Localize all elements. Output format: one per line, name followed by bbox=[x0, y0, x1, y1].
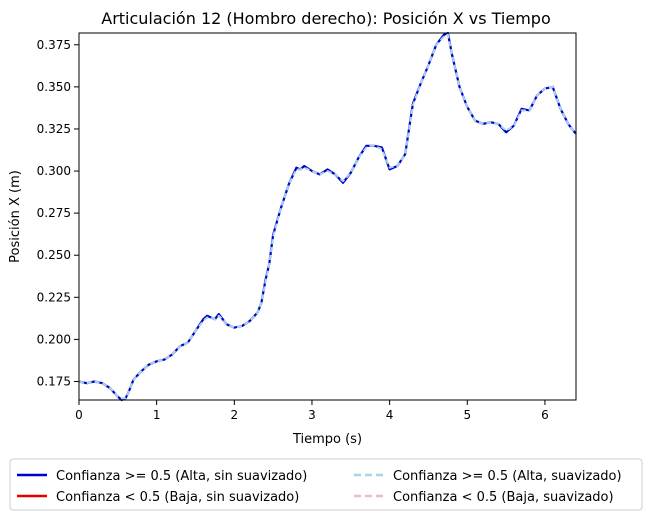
x-axis: 0 1 2 3 4 5 6 bbox=[75, 400, 549, 422]
legend: Confianza >= 0.5 (Alta, sin suavizado) C… bbox=[9, 458, 643, 511]
y-axis: 0.175 0.200 0.225 0.250 0.275 0.300 0.325 0.350… bbox=[37, 38, 79, 388]
legend-label-baja-sin-suavizado: Confianza < 0.5 (Baja, sin suavizado) bbox=[56, 490, 299, 505]
y-tick-label: 0.300 bbox=[37, 164, 71, 178]
y-tick-label: 0.200 bbox=[37, 332, 71, 346]
y-tick-label: 0.175 bbox=[37, 374, 71, 388]
legend-label-baja-suavizado: Confianza < 0.5 (Baja, suavizado) bbox=[393, 490, 614, 505]
x-tick-label: 0 bbox=[75, 408, 83, 422]
x-tick-label: 4 bbox=[386, 408, 394, 422]
legend-label-alta-suavizado: Confianza >= 0.5 (Alta, suavizado) bbox=[393, 469, 622, 484]
y-tick-label: 0.350 bbox=[37, 80, 71, 94]
plot-frame bbox=[78, 32, 577, 401]
chart-title: Articulación 12 (Hombro derecho): Posici… bbox=[101, 9, 551, 28]
legend-frame bbox=[9, 458, 643, 511]
x-tick-label: 3 bbox=[308, 408, 316, 422]
legend-label-alta-sin-suavizado: Confianza >= 0.5 (Alta, sin suavizado) bbox=[56, 469, 307, 484]
x-tick-label: 6 bbox=[541, 408, 549, 422]
plot-series bbox=[78, 31, 577, 402]
y-axis-label: Posición X (m) bbox=[8, 170, 23, 263]
y-tick-label: 0.375 bbox=[37, 38, 71, 52]
y-tick-label: 0.325 bbox=[37, 122, 71, 136]
y-tick-label: 0.225 bbox=[37, 290, 71, 304]
series-alta-sin-suavizado bbox=[78, 31, 577, 402]
x-tick-label: 1 bbox=[153, 408, 161, 422]
x-tick-label: 5 bbox=[463, 408, 471, 422]
y-tick-label: 0.275 bbox=[37, 206, 71, 220]
x-tick-label: 2 bbox=[230, 408, 238, 422]
y-tick-label: 0.250 bbox=[37, 248, 71, 262]
x-axis-label: Tiempo (s) bbox=[292, 432, 362, 447]
series-alta-suavizado bbox=[78, 33, 577, 400]
